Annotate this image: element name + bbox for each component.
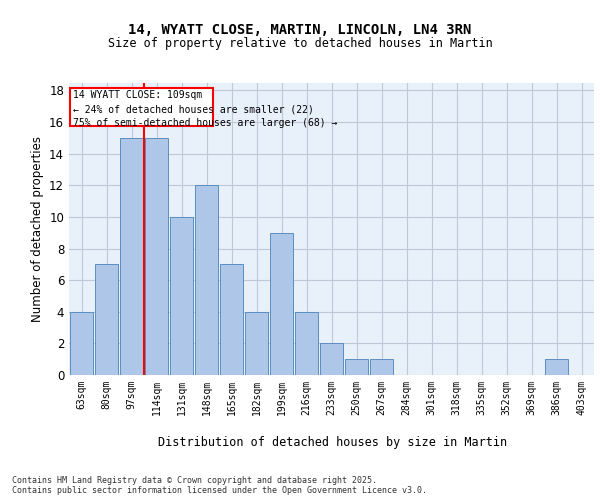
Bar — [320, 344, 343, 375]
Bar — [70, 312, 94, 375]
Text: Size of property relative to detached houses in Martin: Size of property relative to detached ho… — [107, 38, 493, 51]
Bar — [295, 312, 319, 375]
Text: Distribution of detached houses by size in Martin: Distribution of detached houses by size … — [158, 436, 508, 449]
Bar — [70, 88, 213, 126]
Bar — [170, 217, 193, 375]
Text: 14, WYATT CLOSE, MARTIN, LINCOLN, LN4 3RN: 14, WYATT CLOSE, MARTIN, LINCOLN, LN4 3R… — [128, 22, 472, 36]
Bar — [370, 359, 394, 375]
Y-axis label: Number of detached properties: Number of detached properties — [31, 136, 44, 322]
Bar — [220, 264, 244, 375]
Text: Contains HM Land Registry data © Crown copyright and database right 2025.
Contai: Contains HM Land Registry data © Crown c… — [12, 476, 427, 495]
Bar — [545, 359, 568, 375]
Bar — [119, 138, 143, 375]
Bar — [245, 312, 268, 375]
Text: 14 WYATT CLOSE: 109sqm
← 24% of detached houses are smaller (22)
75% of semi-det: 14 WYATT CLOSE: 109sqm ← 24% of detached… — [73, 90, 337, 128]
Bar — [194, 186, 218, 375]
Bar — [269, 232, 293, 375]
Bar — [344, 359, 368, 375]
Bar — [145, 138, 169, 375]
Bar — [95, 264, 118, 375]
